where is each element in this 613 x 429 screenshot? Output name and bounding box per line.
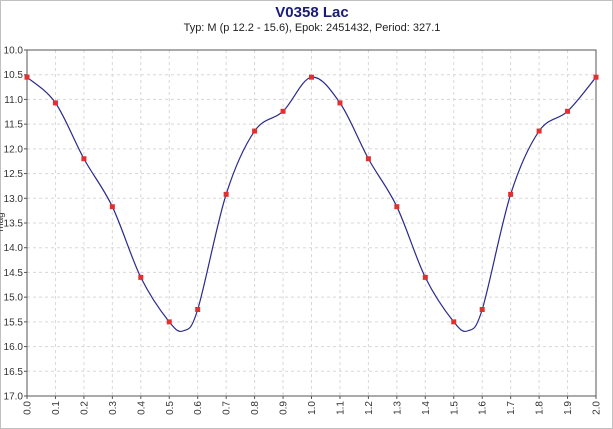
data-point — [81, 156, 87, 162]
x-tick-label: 0.3 — [108, 401, 119, 415]
x-tick-label: 0.7 — [222, 401, 233, 415]
data-point — [394, 204, 400, 210]
y-tick-label: 10.5 — [4, 70, 24, 81]
x-tick-label: 1.0 — [307, 401, 318, 415]
data-point — [52, 100, 58, 106]
x-tick-label: 1.9 — [563, 401, 574, 415]
x-tick-label: 1.5 — [449, 401, 460, 415]
x-tick-label: 1.6 — [478, 401, 489, 415]
data-point — [252, 128, 258, 134]
y-axis-label: mag — [0, 212, 6, 231]
data-points — [24, 74, 599, 325]
y-tick-label: 16.5 — [4, 367, 24, 378]
x-tick-label: 0.8 — [250, 401, 261, 415]
x-tick-label: 1.1 — [335, 401, 346, 415]
data-point — [280, 108, 286, 114]
data-point — [565, 108, 571, 114]
chart-title: V0358 Lac — [275, 4, 348, 21]
data-point — [365, 156, 371, 162]
y-tick-label: 12.0 — [4, 144, 24, 155]
data-point — [479, 307, 485, 312]
x-tick-label: 0.5 — [165, 401, 176, 415]
y-tick-label: 17.0 — [4, 392, 24, 403]
data-point — [166, 319, 172, 325]
y-tick-label: 10.0 — [4, 46, 24, 57]
data-point — [536, 128, 542, 134]
y-tick-label: 13.5 — [4, 219, 24, 230]
x-tick-label: 0.1 — [51, 401, 62, 415]
data-point — [451, 319, 457, 325]
data-point — [309, 74, 314, 80]
x-tick-label: 0.6 — [193, 401, 204, 415]
y-tick-label: 14.5 — [4, 268, 24, 279]
y-tick-label: 11.0 — [4, 95, 23, 106]
data-point — [508, 191, 514, 197]
x-tick-label: 1.3 — [392, 401, 403, 415]
chart-subtitle: Typ: M (p 12.2 - 15.6), Epok: 2451432, P… — [184, 22, 441, 34]
data-point — [422, 274, 428, 280]
data-point — [593, 74, 599, 80]
x-tick-label: 0.4 — [136, 401, 147, 415]
x-tick-label: 1.7 — [506, 401, 517, 415]
y-tick-label: 13.0 — [4, 194, 24, 205]
y-tick-label: 12.5 — [4, 169, 24, 180]
x-tick-label: 1.2 — [364, 401, 375, 415]
y-tick-label: 11.5 — [4, 120, 23, 131]
data-point — [195, 307, 201, 312]
x-tick-label: 0.2 — [79, 401, 90, 415]
x-tick-label: 0.9 — [279, 401, 290, 415]
y-tick-label: 14.0 — [4, 243, 24, 254]
x-tick-label: 0.0 — [23, 401, 34, 415]
data-point — [138, 274, 144, 280]
axis-ticks: 10.0 10.5 11.0 11.5 12.0 12.5 13.0 13.5 14.0 14.5… — [4, 46, 603, 415]
data-point — [223, 191, 229, 197]
data-point — [337, 100, 343, 106]
data-point — [109, 204, 115, 210]
y-tick-label: 16.0 — [4, 342, 24, 353]
x-tick-label: 1.8 — [535, 401, 546, 415]
x-tick-label: 2.0 — [592, 401, 603, 415]
y-tick-label: 15.0 — [4, 293, 24, 304]
x-tick-label: 1.4 — [421, 401, 432, 415]
y-tick-label: 15.5 — [4, 317, 24, 328]
data-point — [24, 74, 30, 80]
grid-lines — [27, 50, 596, 396]
